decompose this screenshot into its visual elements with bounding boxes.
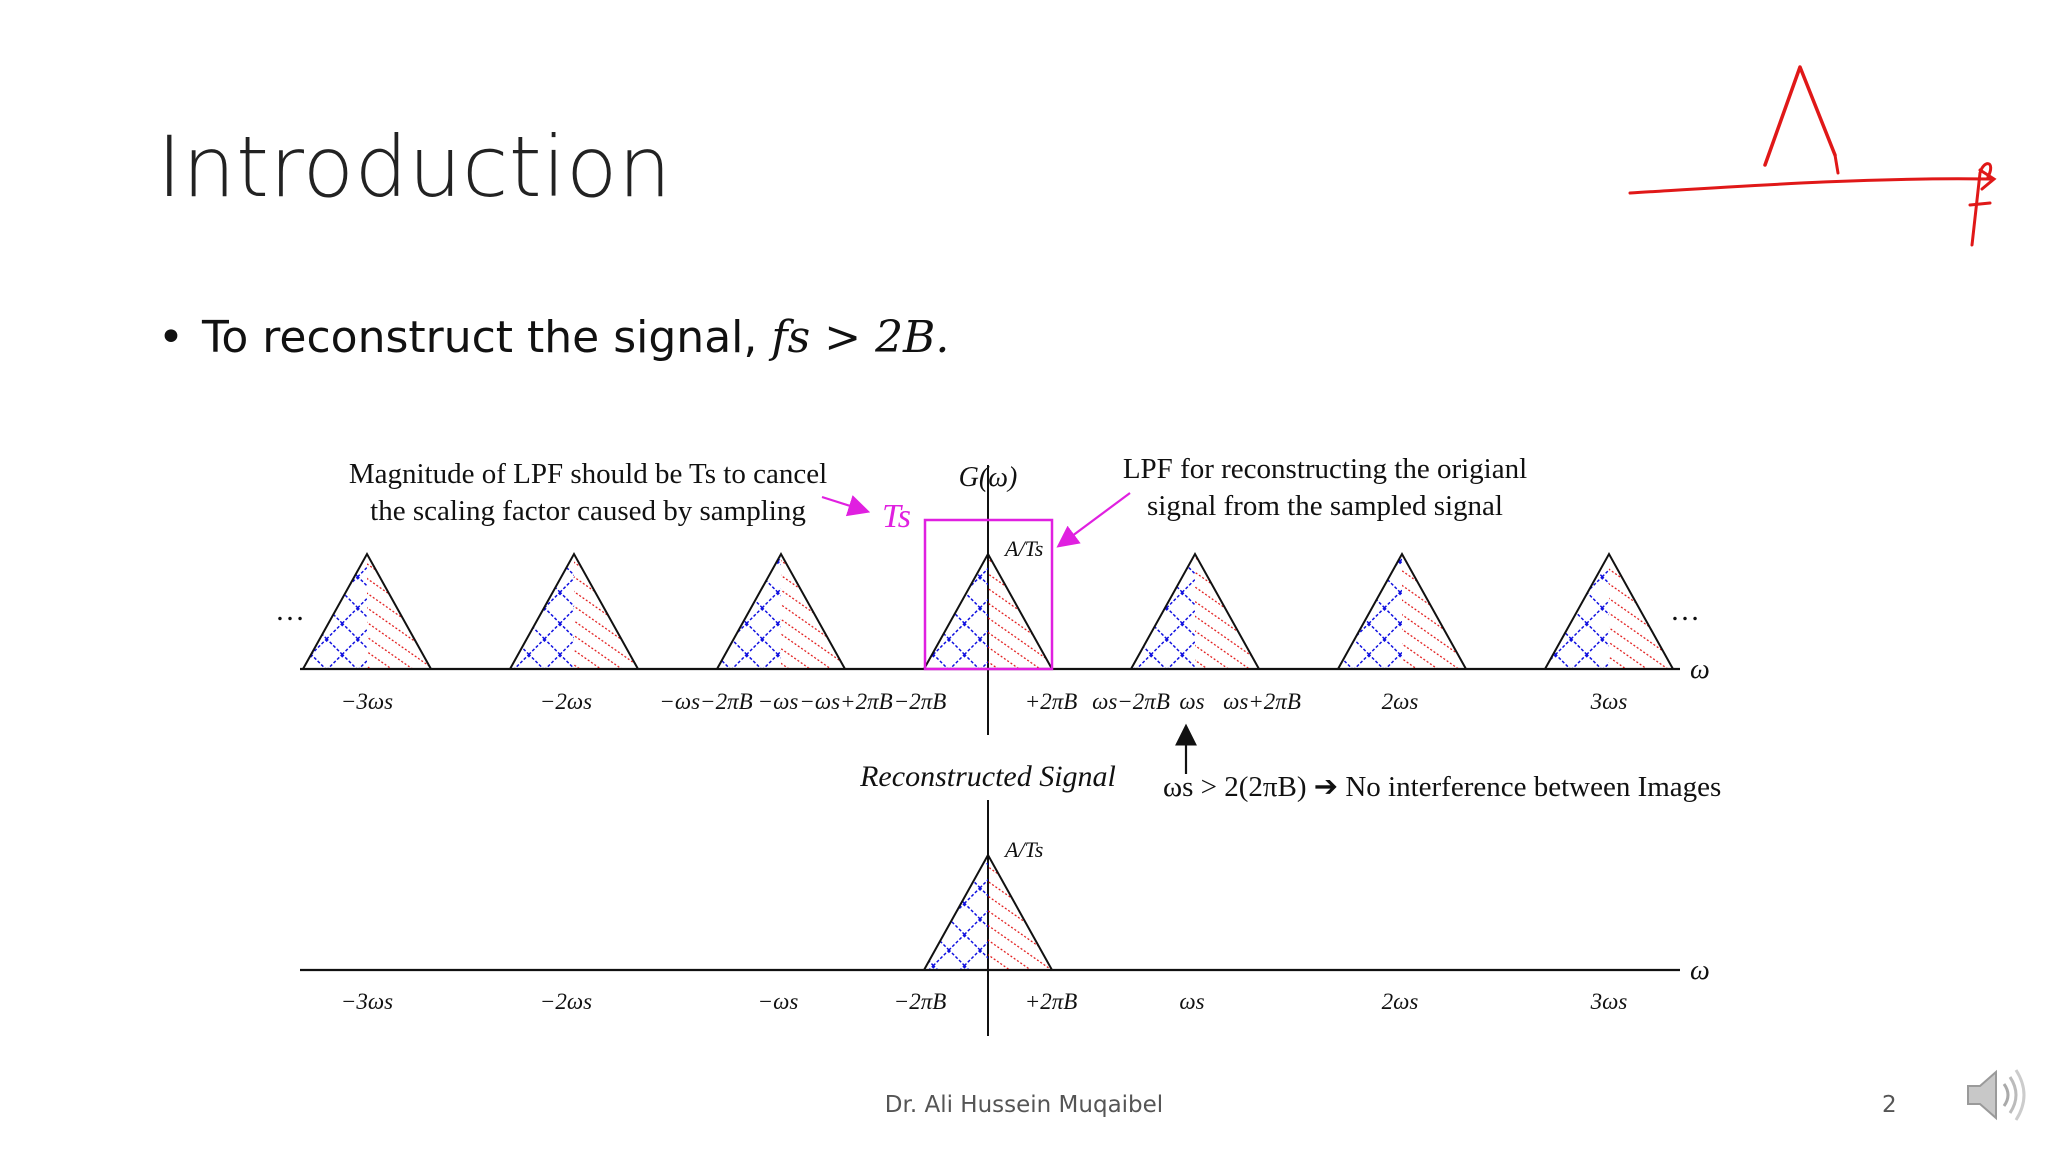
tick-label: ωs bbox=[1179, 689, 1204, 714]
tick-label: 3ωs bbox=[1590, 689, 1628, 714]
note-right-line2: signal from the sampled signal bbox=[1147, 490, 1503, 522]
top-axis-label: G(ω) bbox=[959, 462, 1018, 493]
lpf-height-label: Ts bbox=[882, 498, 911, 535]
note-left-line2: the scaling factor caused by sampling bbox=[370, 495, 806, 527]
spectrum-image-1 bbox=[508, 551, 640, 670]
spectrum-image-2 bbox=[715, 551, 847, 670]
tick-label: 3ωs bbox=[1590, 989, 1628, 1014]
tick-label: −2πB bbox=[894, 689, 947, 714]
tick-label: ωs−2πB bbox=[1092, 689, 1170, 714]
top-tick-labels: −3ωs −2ωs −ωs−2πB −ωs −ωs+2πB −2πB +2πB ωs−2πB ω… bbox=[341, 689, 1627, 714]
condition-text: ωs > 2(2πB) ➔ No interference between Im… bbox=[1163, 771, 1721, 803]
tick-label: −ωs bbox=[758, 689, 799, 714]
bottom-omega-label: ω bbox=[1690, 955, 1710, 986]
spectrum-image-5 bbox=[1336, 551, 1468, 670]
tick-label: −ωs−2πB bbox=[659, 689, 752, 714]
spectrum-image-0 bbox=[922, 852, 1054, 971]
tick-label: ωs+2πB bbox=[1223, 689, 1301, 714]
tick-label: −2ωs bbox=[540, 689, 592, 714]
speaker-icon[interactable] bbox=[1962, 1064, 2030, 1126]
tick-label: −ωs+2πB bbox=[799, 689, 892, 714]
spectrum-image-0 bbox=[301, 551, 433, 670]
top-peak-label: A/Ts bbox=[1003, 536, 1043, 561]
slide-title: Introduction bbox=[157, 118, 672, 216]
tick-label: −3ωs bbox=[341, 989, 393, 1014]
footer-author: Dr. Ali Hussein Muqaibel bbox=[884, 1092, 1164, 1118]
bullet-point: • To reconstruct the signal, fs > 2B. bbox=[158, 312, 949, 363]
bullet-text: To reconstruct the signal, bbox=[201, 312, 772, 363]
handwritten-annotation bbox=[1628, 65, 1997, 247]
bottom-peak-label: A/Ts bbox=[1003, 837, 1043, 862]
spectrum-image-4 bbox=[1129, 551, 1261, 670]
reconstructed-label: Reconstructed Signal bbox=[859, 760, 1116, 793]
lpf-right-arrow bbox=[1056, 492, 1131, 548]
top-omega-label: ω bbox=[1690, 654, 1710, 685]
tick-label: +2πB bbox=[1025, 689, 1078, 714]
tick-label: 2ωs bbox=[1382, 989, 1419, 1014]
tick-label: +2πB bbox=[1025, 989, 1078, 1014]
lpf-rectangle bbox=[923, 518, 1054, 671]
tick-label: −2ωs bbox=[540, 989, 592, 1014]
bullet-math: fs > 2B. bbox=[771, 312, 950, 363]
spectrum-image-6 bbox=[1543, 551, 1675, 670]
tick-label: −ωs bbox=[758, 989, 799, 1014]
tick-label: −3ωs bbox=[341, 689, 393, 714]
tick-label: 2ωs bbox=[1382, 689, 1419, 714]
ellipsis-right: … bbox=[1670, 594, 1700, 627]
tick-label: ωs bbox=[1179, 989, 1204, 1014]
note-left-line1: Magnitude of LPF should be Ts to cancel bbox=[349, 458, 827, 490]
page-number: 2 bbox=[1882, 1092, 1897, 1118]
bullet-dot: • bbox=[158, 312, 184, 363]
bottom-tick-labels: −3ωs −2ωs −ωs −2πB +2πB ωs 2ωs 3ωs bbox=[341, 989, 1627, 1014]
lpf-left-arrow bbox=[821, 495, 871, 517]
ellipsis-left: … bbox=[275, 594, 305, 627]
tick-label: −2πB bbox=[894, 989, 947, 1014]
top-spectrum-images bbox=[301, 551, 1675, 670]
note-right-line1: LPF for reconstructing the origianl bbox=[1123, 453, 1527, 485]
reconstructed-spectrum bbox=[922, 852, 1054, 971]
